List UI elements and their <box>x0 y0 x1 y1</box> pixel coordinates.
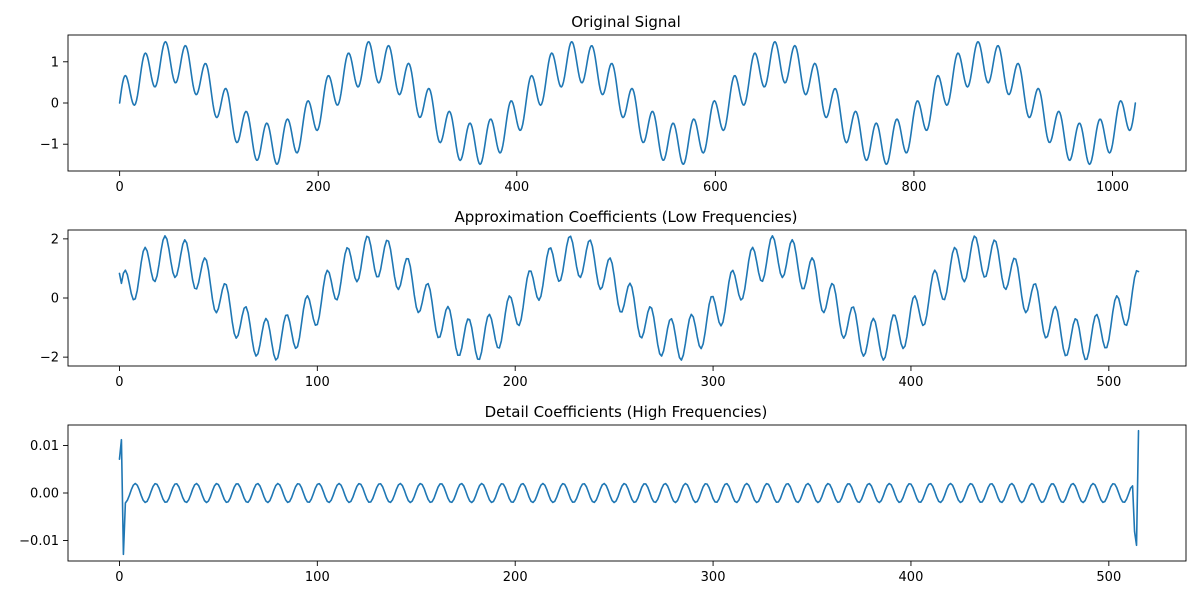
x-tick-label: 1000 <box>1096 180 1129 195</box>
subplot-title: Detail Coefficients (High Frequencies) <box>485 403 768 421</box>
y-tick-label: −1 <box>40 138 59 153</box>
x-tick-label: 0 <box>115 570 123 585</box>
x-axis: 0 200 400 600 800 1000 <box>115 171 1129 195</box>
subplot-approximation-coefficients: Approximation Coefficients (Low Frequenc… <box>40 208 1187 390</box>
y-tick-label: 0 <box>51 292 59 307</box>
x-tick-label: 200 <box>503 570 528 585</box>
subplot-title: Approximation Coefficients (Low Frequenc… <box>454 208 797 226</box>
series-line-approximation <box>118 235 1140 361</box>
x-tick-label: 100 <box>305 375 330 390</box>
x-axis: 0 100 200 300 400 500 <box>115 366 1121 390</box>
y-tick-label: 1 <box>51 55 59 70</box>
x-tick-label: 200 <box>503 375 528 390</box>
axes-frame <box>67 229 1187 367</box>
y-axis: −1 0 1 <box>40 55 68 153</box>
y-tick-label: −0.01 <box>19 534 59 549</box>
y-axis: −0.01 0.00 0.01 <box>19 439 68 549</box>
x-tick-label: 100 <box>305 570 330 585</box>
subplot-original-signal: Original Signal 0 200 400 600 800 1000 −1 0 1 <box>40 13 1187 195</box>
axes-frame <box>67 424 1187 562</box>
subplot-title: Original Signal <box>571 13 681 31</box>
x-tick-label: 0 <box>115 180 123 195</box>
y-tick-label: 0.00 <box>30 487 59 502</box>
y-tick-label: 2 <box>51 232 59 247</box>
x-tick-label: 300 <box>701 570 726 585</box>
x-tick-label: 200 <box>306 180 331 195</box>
x-tick-label: 500 <box>1096 375 1121 390</box>
series-line-detail <box>118 429 1140 556</box>
x-tick-label: 400 <box>504 180 529 195</box>
subplot-detail-coefficients: Detail Coefficients (High Frequencies) 0… <box>19 403 1187 585</box>
y-tick-label: 0 <box>51 97 59 112</box>
x-tick-label: 800 <box>902 180 927 195</box>
x-tick-label: 400 <box>899 570 924 585</box>
x-tick-label: 500 <box>1096 570 1121 585</box>
x-tick-label: 400 <box>899 375 924 390</box>
x-tick-label: 300 <box>701 375 726 390</box>
x-tick-label: 0 <box>115 375 123 390</box>
y-tick-label: −2 <box>40 351 59 366</box>
series-line-original-signal <box>118 40 1137 166</box>
y-tick-label: 0.01 <box>30 439 59 454</box>
x-tick-label: 600 <box>703 180 728 195</box>
x-axis: 0 100 200 300 400 500 <box>115 561 1121 585</box>
y-axis: −2 0 2 <box>40 232 68 366</box>
